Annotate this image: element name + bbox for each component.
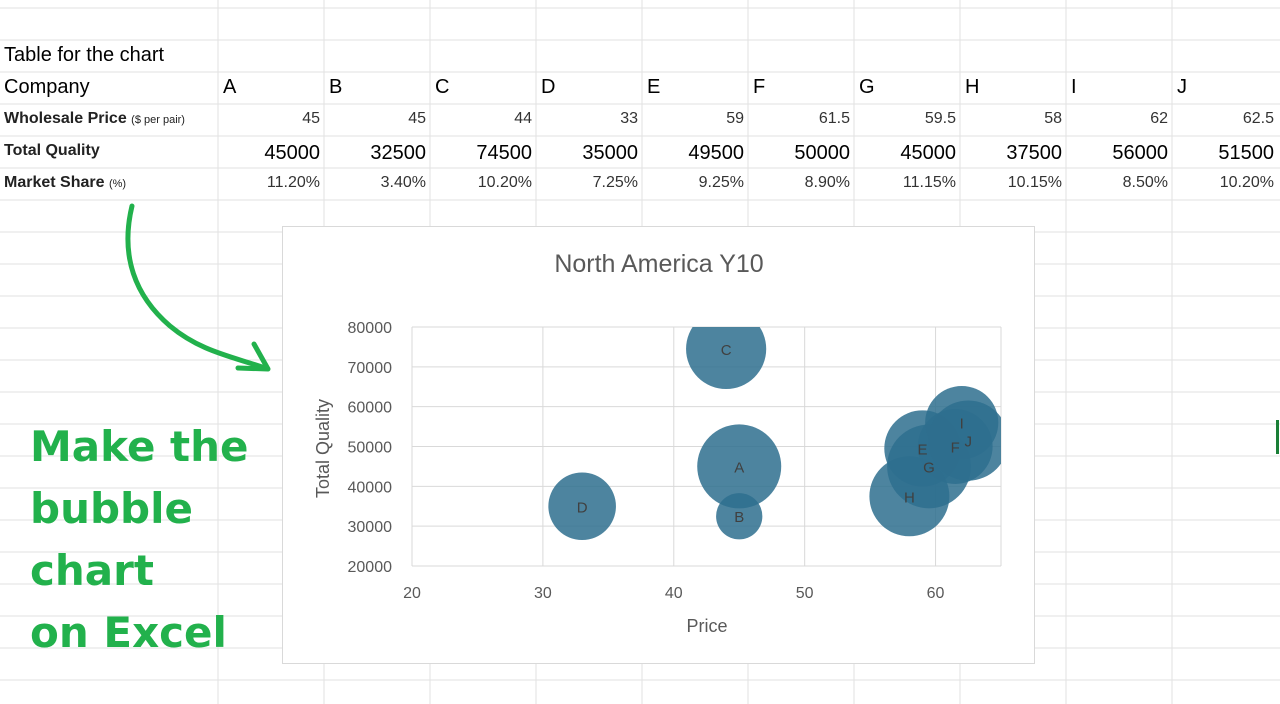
- quality-value-cell[interactable]: 49500: [688, 142, 744, 164]
- bubble-label: H: [904, 489, 915, 506]
- callout-line: on Excel: [30, 608, 227, 657]
- price-value-cell[interactable]: 59.5: [924, 110, 956, 127]
- company-name-cell[interactable]: G: [859, 76, 875, 98]
- bubble-label: D: [577, 499, 588, 516]
- bubble-label: F: [951, 440, 960, 457]
- company-name-cell[interactable]: E: [647, 76, 661, 98]
- bubble-a[interactable]: [697, 424, 782, 509]
- y-tick-label: 20000: [348, 559, 393, 576]
- quality-value-cell[interactable]: 32500: [370, 142, 426, 164]
- share-value-cell[interactable]: 10.15%: [1007, 174, 1062, 191]
- bubble-chart[interactable]: 20000 30000 40000 50000 60000 70000 80000 20 30 4…: [282, 226, 1035, 664]
- quality-value-cell[interactable]: 74500: [476, 142, 532, 164]
- quality-value-cell[interactable]: 56000: [1112, 142, 1168, 164]
- quality-label-cell[interactable]: Total Quality: [4, 142, 100, 160]
- share-value-cell[interactable]: 11.20%: [266, 174, 320, 191]
- bubble-c[interactable]: [686, 309, 767, 389]
- y-tick-label: 80000: [348, 320, 393, 337]
- share-value-cell[interactable]: 9.25%: [698, 174, 744, 191]
- company-name-cell[interactable]: I: [1071, 76, 1077, 98]
- company-name-cell[interactable]: H: [965, 76, 980, 98]
- share-value-cell[interactable]: 3.40%: [380, 174, 426, 191]
- price-value-cell[interactable]: 33: [620, 110, 638, 127]
- quality-value-cell[interactable]: 37500: [1006, 142, 1062, 164]
- bubble-label: J: [965, 434, 973, 451]
- company-name-cell[interactable]: F: [753, 76, 766, 98]
- callout-text: Make the bubble chart on Excel: [30, 416, 270, 664]
- price-value-cell[interactable]: 61.5: [818, 110, 850, 127]
- callout-line: bubble: [30, 484, 193, 533]
- bubble-h[interactable]: [869, 456, 950, 537]
- y-tick-label: 50000: [348, 440, 393, 457]
- share-value-cell[interactable]: 8.50%: [1122, 174, 1168, 191]
- price-value-cell[interactable]: 45: [302, 110, 320, 127]
- company-name-cell[interactable]: D: [541, 76, 556, 98]
- quality-value-cell[interactable]: 45000: [900, 142, 956, 164]
- callout-line: chart: [30, 546, 154, 595]
- share-value-cell[interactable]: 7.25%: [592, 174, 638, 191]
- quality-value-cell[interactable]: 45000: [264, 142, 320, 164]
- x-tick-label: 30: [534, 585, 552, 602]
- x-tick-label: 50: [796, 585, 814, 602]
- quality-label: Total Quality: [4, 142, 100, 159]
- bubble-j[interactable]: [928, 400, 1008, 481]
- company-name-cell[interactable]: J: [1177, 76, 1187, 98]
- y-tick-label: 70000: [348, 360, 393, 377]
- y-tick-label: 60000: [348, 400, 393, 417]
- annotation-arrow-icon: [125, 203, 271, 372]
- bubble-chart-plot: 20000 30000 40000 50000 60000 70000 80000 20 30 4…: [313, 250, 1008, 636]
- table-title-cell[interactable]: Table for the chart: [4, 44, 165, 66]
- chart-title: North America Y10: [554, 250, 763, 278]
- company-label-cell[interactable]: Company: [4, 76, 90, 98]
- y-tick-label: 40000: [348, 479, 393, 496]
- quality-value-cell[interactable]: 50000: [794, 142, 850, 164]
- price-value-cell[interactable]: 58: [1044, 110, 1062, 127]
- share-value-cell[interactable]: 10.20%: [1219, 174, 1274, 191]
- price-value-cell[interactable]: 59: [726, 110, 744, 127]
- share-label-cell[interactable]: Market Share (%): [4, 174, 126, 192]
- bubble-label: C: [721, 342, 732, 359]
- company-name-cell[interactable]: B: [329, 76, 343, 98]
- price-unit: ($ per pair): [131, 114, 185, 126]
- scrollbar-marker: [1276, 420, 1279, 454]
- bubble-label: A: [734, 459, 744, 476]
- price-value-cell[interactable]: 45: [408, 110, 426, 127]
- share-value-cell[interactable]: 10.20%: [477, 174, 532, 191]
- bubble-label: G: [923, 459, 935, 476]
- bubble-label: E: [917, 441, 927, 458]
- price-label: Wholesale Price: [4, 110, 127, 127]
- y-tick-label: 30000: [348, 519, 393, 536]
- price-value-cell[interactable]: 62.5: [1242, 110, 1274, 127]
- x-tick-label: 60: [927, 585, 945, 602]
- price-value-cell[interactable]: 62: [1150, 110, 1168, 127]
- callout-line: Make the: [30, 422, 249, 471]
- price-label-cell[interactable]: Wholesale Price ($ per pair): [4, 110, 185, 128]
- x-axis-title: Price: [686, 616, 727, 636]
- share-value-cell[interactable]: 11.15%: [902, 174, 956, 191]
- y-axis-title: Total Quality: [313, 399, 333, 498]
- x-tick-label: 40: [665, 585, 683, 602]
- share-unit: (%): [108, 178, 127, 190]
- bubble-label: I: [960, 416, 964, 433]
- company-name-cell[interactable]: C: [435, 76, 450, 98]
- bubble-label: B: [734, 509, 744, 526]
- quality-value-cell[interactable]: 51500: [1218, 142, 1274, 164]
- x-tick-label: 20: [403, 585, 421, 602]
- bubble-d[interactable]: [548, 472, 616, 541]
- company-name-cell[interactable]: A: [223, 76, 237, 98]
- share-value-cell[interactable]: 8.90%: [804, 174, 850, 191]
- bubble-group: A B C D E FGH IJ: [548, 309, 1008, 541]
- bubble-b[interactable]: [716, 493, 763, 540]
- share-label: Market Share: [4, 174, 105, 191]
- price-value-cell[interactable]: 44: [514, 110, 532, 127]
- quality-value-cell[interactable]: 35000: [582, 142, 638, 164]
